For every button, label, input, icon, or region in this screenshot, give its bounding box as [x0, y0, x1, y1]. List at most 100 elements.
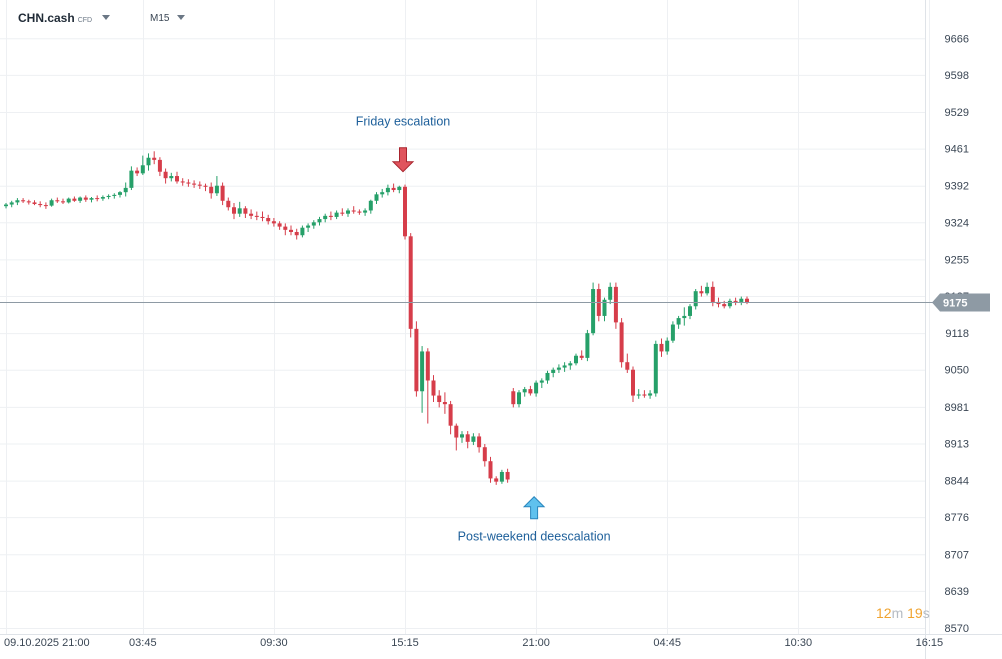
candle-body-bearish [511, 391, 516, 405]
candle-body-bearish [38, 204, 43, 206]
y-tick-label: 9050 [945, 365, 969, 377]
candle-body-bearish [163, 171, 168, 179]
y-tick-label: 9666 [945, 33, 969, 45]
candle-body-bearish [488, 461, 493, 479]
candle-body-bullish [471, 436, 476, 442]
candle-body-bullish [499, 471, 504, 482]
candle-body-bearish [232, 207, 236, 214]
candle-body-bullish [636, 394, 641, 396]
candle-body-bullish [214, 185, 219, 194]
y-tick-label: 8981 [945, 402, 969, 414]
candle-body-bullish [665, 340, 670, 352]
candle-body-bullish [534, 382, 539, 394]
x-tick-label: 10:30 [785, 637, 813, 649]
candle-body-bullish [653, 343, 658, 394]
candle-body-bullish [397, 186, 402, 191]
candle-body-bearish [391, 187, 396, 191]
candle-body-bullish [608, 286, 613, 300]
x-tick-label: 21:00 [522, 637, 550, 649]
candle-body-bullish [78, 197, 83, 201]
countdown-seconds: 19 [907, 605, 923, 621]
up-arrow-icon [522, 496, 546, 520]
candle-body-bearish [61, 201, 65, 203]
candle-body-bullish [574, 355, 578, 364]
candle-body-bearish [659, 343, 664, 352]
candle-body-bearish [83, 197, 88, 200]
candle-body-bearish [243, 208, 248, 214]
candle-body-bullish [522, 389, 527, 393]
candle-body-bullish [688, 306, 692, 316]
current-price-label: 9175 [943, 297, 967, 309]
candle-body-bullish [420, 351, 425, 392]
timeframe-selector[interactable]: M15 [150, 13, 186, 24]
y-tick-label: 8844 [945, 476, 969, 488]
candle-body-bearish [180, 181, 185, 183]
y-tick-label: 8570 [945, 623, 969, 635]
symbol-selector[interactable]: CHN.cash CFD [18, 11, 111, 25]
candle-body-bullish [118, 192, 122, 195]
candle-body-bearish [631, 369, 635, 396]
candle-body-bearish [625, 362, 630, 370]
candle-body-bullish [374, 194, 379, 201]
candle-body-bullish [106, 195, 111, 198]
candle-body-bullish [306, 225, 311, 228]
y-tick-label: 8639 [945, 586, 969, 598]
symbol-name: CHN.cash [18, 11, 75, 25]
y-tick-label: 8776 [945, 512, 969, 524]
candle-body-bullish [602, 299, 607, 316]
candle-body-bullish [237, 208, 242, 214]
candle-body-bearish [277, 223, 282, 227]
candle-body-bearish [294, 231, 299, 236]
candle-body-bearish [351, 210, 356, 212]
candle-body-bearish [403, 186, 407, 237]
candle-body-bearish [26, 201, 31, 203]
candle-body-bullish [460, 434, 464, 438]
candle-body-bullish [4, 204, 8, 207]
candle-body-bearish [494, 478, 499, 482]
candle-body-bullish [591, 289, 596, 334]
candle-body-bearish [613, 286, 618, 323]
candle-body-bullish [129, 170, 134, 188]
candle-body-bullish [9, 202, 14, 205]
candle-body-bearish [340, 212, 345, 214]
candle-body-bearish [260, 216, 265, 219]
candle-body-bearish [357, 211, 362, 213]
candle-body-bullish [112, 194, 117, 196]
candle-body-bullish [727, 300, 732, 307]
candle-body-bearish [32, 202, 37, 205]
candle-body-bullish [739, 298, 744, 302]
annotation-label: Friday escalation [356, 115, 451, 129]
candle-body-bearish [192, 183, 197, 185]
candle-body-bearish [505, 471, 510, 480]
candle-body-bullish [363, 210, 368, 213]
candle-body-bullish [368, 200, 373, 211]
candle-body-bullish [311, 222, 316, 226]
candle-body-bullish [682, 315, 687, 319]
y-tick-label: 8707 [945, 549, 969, 561]
candle-body-bearish [465, 434, 470, 442]
candle-body-bearish [722, 304, 727, 307]
candle-body-bullish [15, 200, 20, 203]
candle-body-bearish [414, 328, 419, 392]
candle-body-bearish [619, 322, 624, 363]
candle-body-bearish [528, 389, 533, 394]
candle-body-bullish [323, 215, 328, 220]
candle-body-bearish [157, 159, 162, 172]
candle-body-bearish [266, 218, 271, 222]
candle-body-bullish [648, 393, 653, 396]
candle-body-bearish [448, 404, 453, 426]
candle-body-bearish [55, 200, 60, 202]
x-tick-label: 16:15 [916, 637, 944, 649]
candle-body-bullish [380, 192, 385, 195]
candle-body-bearish [249, 213, 254, 216]
candle-body-bearish [203, 185, 208, 187]
candle-body-bearish [710, 286, 715, 302]
candle-body-bearish [431, 380, 436, 396]
candle-countdown: 12m 19s [876, 605, 930, 621]
candle-body-bullish [140, 165, 145, 174]
countdown-minutes: 12 [876, 605, 892, 621]
candle-body-bullish [676, 318, 681, 325]
chevron-down-icon [102, 15, 111, 20]
countdown-seconds-unit: s [922, 605, 930, 621]
